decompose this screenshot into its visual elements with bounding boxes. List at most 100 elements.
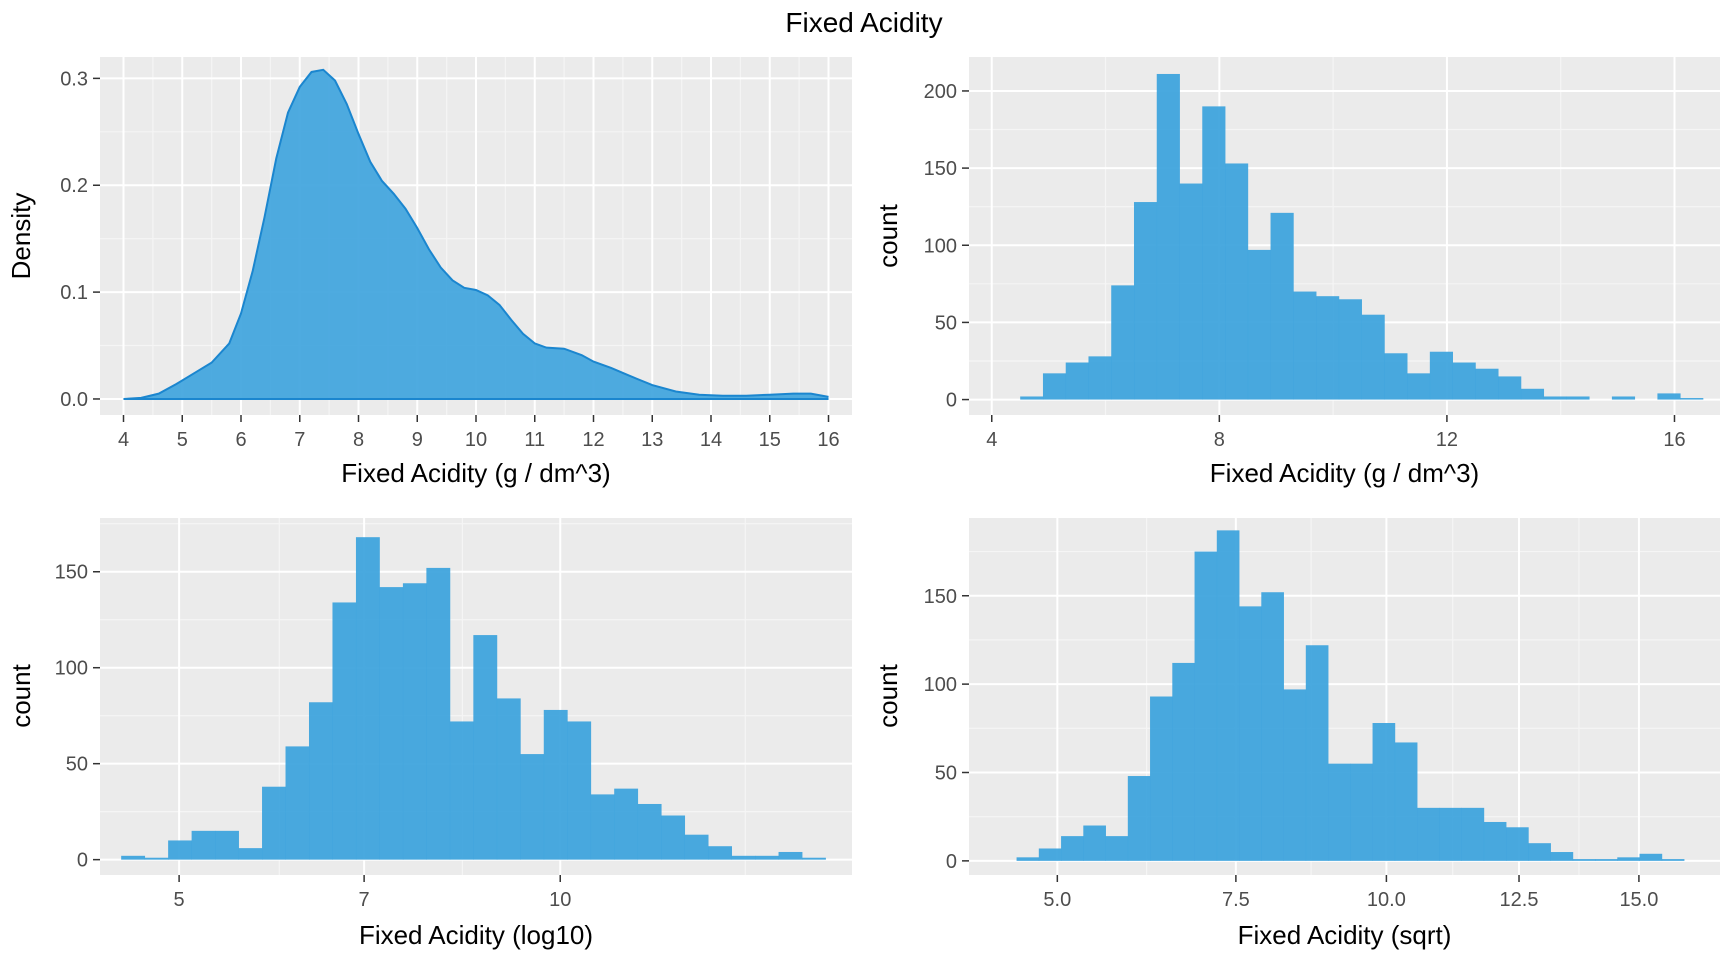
histogram-bar — [402, 583, 427, 860]
x-tick-label: 11 — [524, 429, 545, 451]
x-axis-label: Fixed Acidity (g / dm^3) — [341, 458, 610, 488]
histogram-bar — [168, 840, 193, 860]
histogram-bar — [1016, 857, 1040, 861]
histogram-bar — [1270, 212, 1294, 400]
histogram-bar — [1088, 356, 1112, 400]
y-tick-label: 0.0 — [60, 389, 88, 411]
y-tick-label: 0 — [946, 851, 957, 873]
histogram-bar — [262, 786, 286, 860]
y-tick-label: 100 — [924, 235, 957, 257]
panel-2: 0 50 100 150 200 4 8 12 16 Fixed Acidity (g / dm^… — [873, 57, 1720, 488]
histogram-bar — [1172, 662, 1195, 861]
histogram-bar — [1417, 807, 1440, 861]
histogram-bar — [614, 788, 639, 860]
histogram-bar — [1528, 843, 1551, 861]
x-tick-label: 10 — [549, 889, 571, 911]
histogram-bar — [1506, 827, 1529, 861]
y-tick-label: 0 — [77, 850, 88, 872]
histogram-bar — [1572, 859, 1596, 861]
histogram-bar — [496, 698, 521, 860]
histogram-bar — [567, 721, 592, 860]
histogram-bar — [1179, 183, 1203, 400]
histogram-bar — [1105, 836, 1129, 861]
density-area — [123, 69, 829, 399]
histogram-bar — [1150, 696, 1173, 861]
x-tick-label: 9 — [412, 429, 423, 451]
histogram-bar — [215, 830, 239, 860]
histogram-bar — [1657, 393, 1681, 400]
x-tick-label: 5 — [177, 429, 188, 451]
x-tick-label: 8 — [353, 429, 364, 451]
y-tick-label: 150 — [924, 158, 957, 180]
histogram-bar — [1452, 362, 1476, 400]
histogram-bar — [1429, 351, 1453, 400]
histogram-bar — [1083, 825, 1106, 861]
histogram-bar — [449, 721, 474, 860]
histogram-bar — [355, 537, 380, 860]
histogram-bar — [1680, 398, 1704, 400]
histogram-bar — [755, 855, 779, 860]
histogram-bar — [1543, 396, 1567, 400]
histogram-bar — [1261, 592, 1284, 861]
y-tick-label: 100 — [924, 674, 957, 696]
histogram-bar — [1475, 368, 1499, 400]
histogram-bar — [1361, 314, 1385, 400]
histogram-bar — [1617, 857, 1640, 861]
y-tick-label: 0.3 — [60, 68, 88, 90]
histogram-bar — [802, 857, 826, 860]
density-line — [123, 68, 829, 400]
histogram-bar — [238, 848, 263, 860]
x-tick-label: 7 — [359, 889, 370, 911]
histogram-bar — [1338, 299, 1362, 400]
histogram-bar — [637, 803, 662, 860]
y-axis-label: count — [6, 663, 36, 727]
y-axis-label: Density — [6, 193, 36, 280]
y-tick-label: 200 — [924, 81, 957, 103]
x-tick-label: 10.0 — [1367, 889, 1406, 911]
x-tick-label: 5.0 — [1043, 889, 1071, 911]
histogram-bar — [1661, 859, 1685, 861]
x-axis-label: Fixed Acidity (g / dm^3) — [1210, 458, 1479, 488]
histogram-bar — [708, 846, 732, 860]
histogram-bar — [1328, 763, 1351, 861]
x-tick-label: 4 — [986, 429, 997, 451]
y-axis-label: count — [873, 663, 903, 727]
y-axis-label: count — [873, 203, 903, 267]
histogram-bar — [520, 754, 545, 860]
histogram-bar — [1407, 373, 1431, 400]
x-tick-label: 5 — [174, 889, 185, 911]
histogram-bar — [1065, 362, 1089, 400]
histogram-bar — [1394, 742, 1418, 861]
histogram-bar — [1202, 106, 1226, 400]
histogram-bar — [1042, 373, 1067, 400]
histogram-bar — [1595, 859, 1618, 861]
y-tick-label: 100 — [55, 658, 88, 680]
histogram-bar — [590, 794, 615, 860]
histogram-bar — [543, 709, 568, 860]
x-tick-label: 15.0 — [1619, 889, 1658, 911]
histogram-bar — [1305, 645, 1329, 861]
y-tick-label: 50 — [935, 762, 957, 784]
x-tick-label: 12 — [582, 429, 604, 451]
x-tick-label: 6 — [235, 429, 246, 451]
histogram-bar — [1293, 291, 1317, 400]
histogram-bar — [1498, 376, 1522, 400]
panel-4: 0 50 100 150 5.0 7.5 10.0 12.5 15.0 Fixed Acidity… — [873, 518, 1720, 950]
histogram-bar — [121, 855, 146, 860]
figure-title: Fixed Acidity — [785, 7, 942, 38]
histogram-bar — [1133, 202, 1158, 400]
y-tick-label: 50 — [935, 312, 957, 334]
y-tick-label: 150 — [924, 586, 957, 608]
histogram-bar — [308, 702, 333, 860]
x-tick-label: 13 — [641, 429, 663, 451]
x-tick-label: 8 — [1214, 429, 1225, 451]
histogram-bar — [1239, 606, 1262, 861]
histogram-bar — [1384, 353, 1408, 400]
histogram-bar — [1216, 530, 1240, 861]
x-tick-label: 7 — [294, 429, 305, 451]
histogram-bar — [1520, 388, 1545, 400]
histogram-bar — [1566, 396, 1590, 400]
histogram-bar — [379, 587, 404, 860]
histogram-bar — [285, 746, 310, 860]
